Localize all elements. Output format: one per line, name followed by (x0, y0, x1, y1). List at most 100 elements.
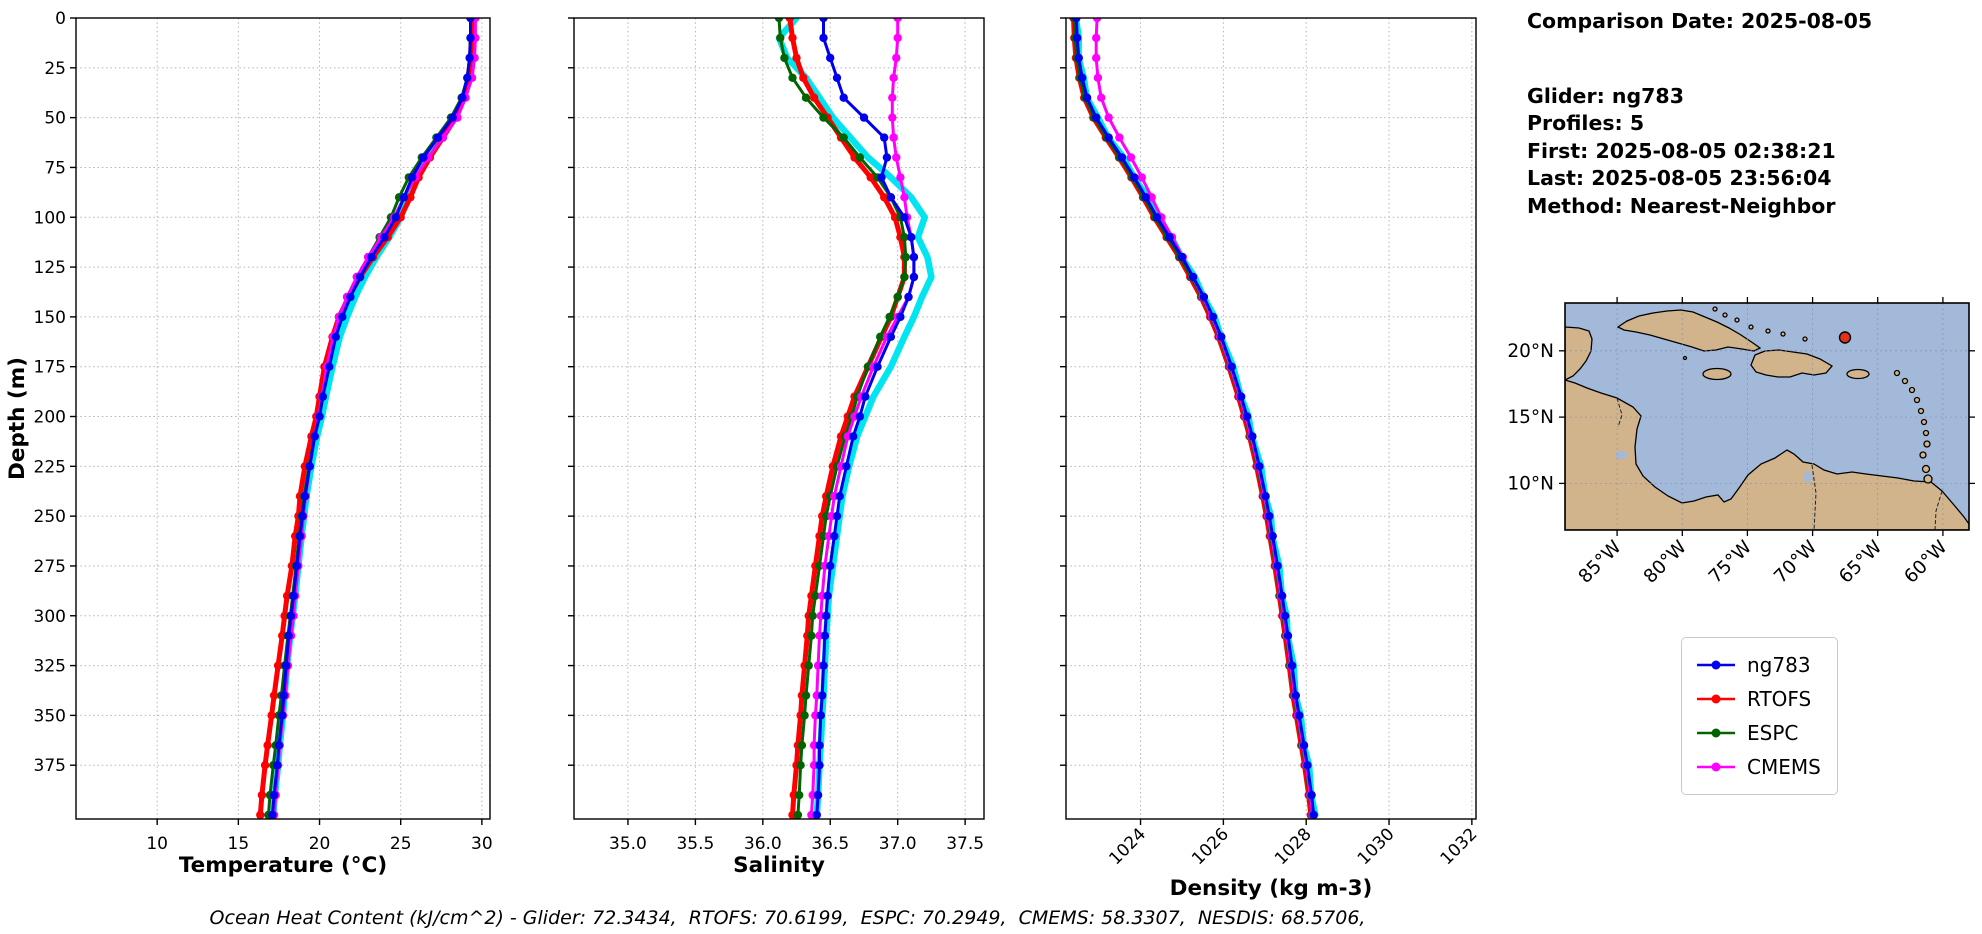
y-tick-label: 250 (34, 507, 66, 527)
y-tick-label: 375 (34, 756, 66, 776)
density-grid (1066, 17, 1476, 819)
y-tick-label: 200 (34, 408, 66, 428)
x-tick-label: 37.0 (879, 834, 917, 854)
y-tick-label: 350 (34, 706, 66, 726)
temperature-y-ticks: 0 25 50 75 100 125 150 175 200 225 250 275 300 325 350… (34, 9, 76, 776)
density-markers-ng783 (1072, 18, 1318, 819)
x-tick-label: 37.5 (946, 834, 984, 854)
salinity-y-ticks (568, 17, 574, 766)
map-graticule (1565, 303, 1969, 530)
legend-label: ng783 (1747, 653, 1811, 677)
y-tick-label: 75 (44, 158, 66, 178)
temperature-markers-ng783 (268, 18, 475, 819)
x-tick-label: 1026 (1188, 824, 1233, 869)
location-map: 85°W 80°W 75°W 70°W 65°W 60°W 20°N 15°N 10°N (1507, 297, 1975, 588)
map-lon-label: 65°W (1835, 537, 1886, 588)
legend-line-sample (1697, 728, 1735, 738)
density-panel: 1024 1026 1028 1030 1032 Density (kg m-3) (1060, 17, 1481, 901)
map-lake-maracaibo (1803, 471, 1813, 483)
density-axis-title: Density (kg m-3) (1170, 876, 1373, 901)
map-land-cuba (1616, 309, 1762, 352)
map-land-central-south-america (1565, 379, 1969, 530)
salinity-axis-title: Salinity (733, 853, 825, 878)
glider-location-marker (1838, 331, 1852, 344)
density-series-group (1069, 18, 1319, 819)
salinity-series-ESPC (777, 18, 908, 817)
legend-line-sample (1697, 660, 1735, 670)
comparison-date: Comparison Date: 2025-08-05 (1527, 9, 1873, 33)
salinity-grid (574, 17, 984, 819)
x-tick-label: 1032 (1437, 824, 1482, 869)
x-tick-label: 1024 (1105, 824, 1150, 869)
map-lat-label: 10°N (1507, 473, 1554, 494)
ohc-footer: Ocean Heat Content (kJ/cm^2) - Glider: 7… (209, 907, 1366, 929)
y-tick-label: 275 (34, 557, 66, 577)
temperature-panel: 10 15 20 25 30025507510012515017520022525027… (34, 9, 493, 878)
map-land-bahamas (1682, 306, 1808, 361)
map-lon-label: 60°W (1900, 537, 1951, 588)
map-lon-label: 80°W (1640, 537, 1691, 588)
temperature-series-group (256, 18, 480, 819)
map-land-yucatan (1565, 326, 1593, 381)
salinity-spines (573, 17, 985, 820)
last-profile-time: Last: 2025-08-05 23:56:04 (1527, 166, 1832, 190)
salinity-markers-ng783 (812, 18, 919, 819)
x-tick-label: 1030 (1354, 824, 1399, 869)
info-panel: Comparison Date: 2025-08-05 Glider: ng78… (1527, 8, 1872, 220)
y-tick-label: 100 (34, 208, 66, 228)
y-tick-label: 50 (44, 109, 66, 129)
y-tick-label: 25 (44, 59, 66, 79)
map-lat-label: 20°N (1507, 341, 1554, 362)
legend-entry-RTOFS: RTOFS (1694, 682, 1821, 716)
legend-label: ESPC (1747, 721, 1799, 745)
x-tick-label: 25 (390, 834, 412, 854)
y-tick-label: 225 (34, 457, 66, 477)
legend-label: CMEMS (1747, 755, 1821, 779)
legend-line-sample (1697, 694, 1735, 704)
map-lon-label: 75°W (1705, 537, 1756, 588)
legend-line-sample (1697, 762, 1735, 772)
comparison-method: Method: Nearest-Neighbor (1527, 193, 1836, 218)
x-tick-label: 35.5 (676, 834, 714, 854)
map-land-puerto-rico (1846, 368, 1870, 380)
legend-entry-ng783: ng783 (1694, 648, 1821, 682)
y-tick-label: 175 (34, 358, 66, 378)
density-spines (1065, 17, 1477, 820)
legend-entry-CMEMS: CMEMS (1694, 750, 1821, 784)
salinity-x-ticks: 35.0 35.5 36.0 36.5 37.0 37.5 (609, 819, 984, 854)
temperature-x-ticks: 10 15 20 25 30 (146, 819, 493, 854)
legend-label: RTOFS (1747, 687, 1812, 711)
x-tick-label: 15 (228, 834, 250, 854)
salinity-series-ng783 (815, 18, 916, 817)
x-tick-label: 20 (309, 834, 331, 854)
x-tick-label: 36.5 (811, 834, 849, 854)
y-tick-label: 300 (34, 607, 66, 627)
map-land-lesser-antilles (1893, 369, 1933, 484)
density-y-ticks (1060, 17, 1066, 766)
map-lon-label: 70°W (1770, 537, 1821, 588)
salinity-markers-ESPC (774, 18, 910, 819)
x-tick-label: 10 (146, 834, 168, 854)
salinity-series-group (774, 18, 935, 819)
y-tick-label: 150 (34, 308, 66, 328)
profiles-count: Profiles: 5 (1527, 111, 1645, 135)
y-tick-label: 325 (34, 657, 66, 677)
legend: ng783 RTOFS ESPC CMEMS (1681, 637, 1838, 795)
temperature-spines (75, 17, 491, 820)
x-tick-label: 36.0 (744, 834, 782, 854)
map-land-jamaica (1702, 367, 1732, 381)
legend-entry-ESPC: ESPC (1694, 716, 1821, 750)
map-lon-label: 85°W (1575, 537, 1626, 588)
x-tick-label: 30 (471, 834, 493, 854)
y-tick-label: 0 (55, 9, 66, 29)
map-country-borders (1616, 397, 1943, 530)
depth-axis-label: Depth (m) (5, 357, 30, 480)
map-lake-nicaragua (1615, 451, 1627, 459)
y-tick-label: 125 (34, 258, 66, 278)
density-x-ticks: 1024 1026 1028 1030 1032 (1105, 819, 1481, 869)
x-tick-label: 1028 (1271, 824, 1316, 869)
first-profile-time: First: 2025-08-05 02:38:21 (1527, 138, 1836, 163)
salinity-panel: 35.0 35.5 36.0 36.5 37.0 37.5 Salinity (568, 17, 985, 878)
